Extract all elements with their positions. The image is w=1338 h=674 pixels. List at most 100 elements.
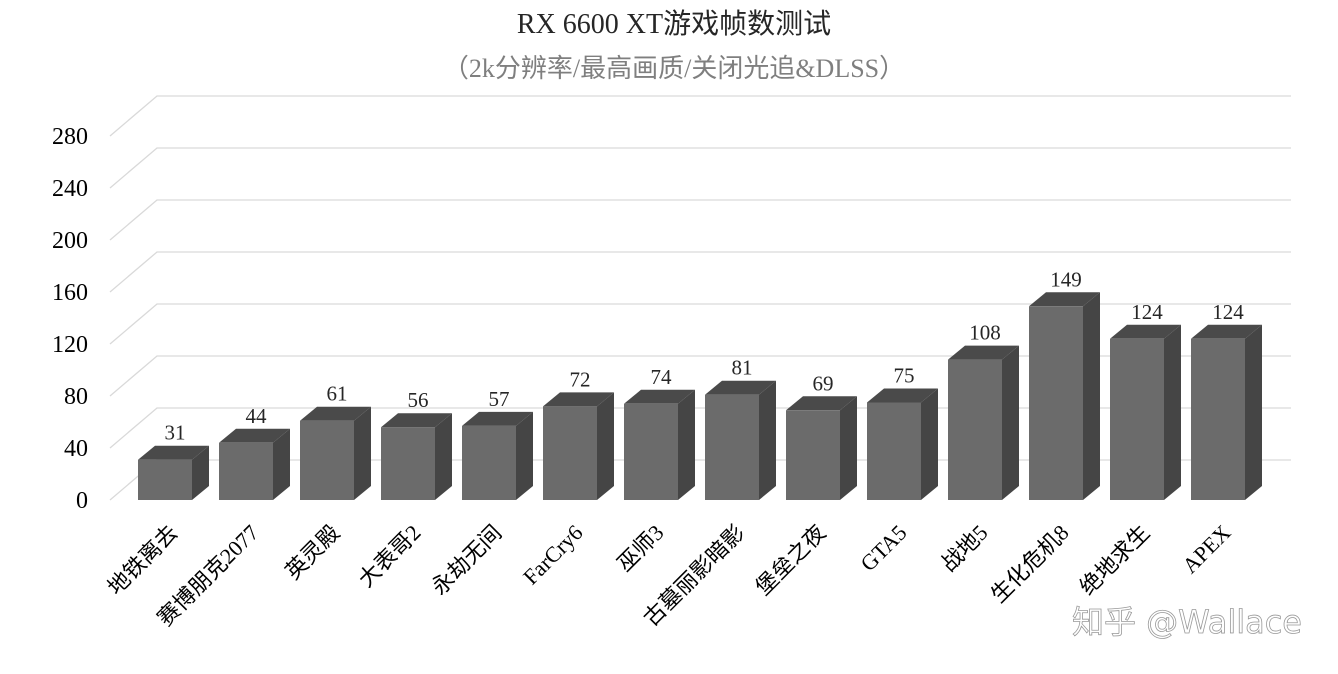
bar bbox=[624, 389, 695, 500]
y-tick-label: 160 bbox=[52, 280, 88, 306]
data-label: 56 bbox=[408, 388, 429, 412]
x-tick-label: 巫师3 bbox=[612, 520, 669, 577]
bar-top bbox=[867, 388, 938, 403]
bar-side bbox=[597, 392, 614, 500]
data-label: 72 bbox=[570, 367, 591, 391]
data-label: 124 bbox=[1212, 300, 1244, 324]
gridline bbox=[109, 303, 1291, 345]
bar-side bbox=[840, 396, 857, 500]
bar-front bbox=[1191, 338, 1245, 500]
data-label: 31 bbox=[165, 421, 186, 445]
x-tick-label: APEX bbox=[1177, 520, 1235, 578]
watermark: 知乎 @Wallace bbox=[1072, 603, 1302, 641]
bar-front bbox=[381, 427, 435, 500]
data-label: 61 bbox=[327, 382, 348, 406]
y-tick-label: 0 bbox=[76, 488, 88, 514]
data-label: 44 bbox=[246, 404, 268, 428]
x-tick-label: FarCry6 bbox=[518, 520, 588, 590]
bar-top bbox=[624, 389, 695, 404]
x-tick-label: 堡垒之夜 bbox=[751, 520, 831, 600]
gridline bbox=[109, 199, 1291, 241]
data-label: 57 bbox=[489, 387, 510, 411]
bar-top bbox=[138, 445, 209, 460]
x-tick-label: 英灵殿 bbox=[280, 520, 344, 584]
data-label: 124 bbox=[1131, 300, 1163, 324]
bar-side bbox=[1083, 292, 1100, 500]
gridlines bbox=[109, 95, 1291, 501]
y-tick-label: 240 bbox=[52, 176, 88, 202]
bar-top bbox=[300, 406, 371, 421]
y-axis-ticks: 0 40 80 120 160 200 240 280 bbox=[52, 124, 88, 514]
bar-top bbox=[1191, 324, 1262, 339]
bar-front bbox=[786, 410, 840, 500]
bar bbox=[705, 380, 776, 500]
x-tick-label: GTA5 bbox=[855, 520, 911, 576]
bar-front bbox=[138, 459, 192, 500]
x-axis-ticks: 地铁离去赛博朋克2077 英灵殿 大表哥2 永劫无间 FarCry6 巫师3古墓丽影暗影堡… bbox=[103, 520, 1236, 631]
bar-top bbox=[1029, 292, 1100, 307]
bar bbox=[138, 445, 209, 500]
bar-top bbox=[543, 392, 614, 407]
bar-front bbox=[1029, 306, 1083, 500]
bar-front bbox=[300, 420, 354, 500]
bar bbox=[381, 413, 452, 500]
bar-side bbox=[354, 406, 371, 500]
bar-top bbox=[219, 428, 290, 443]
bar-side bbox=[921, 388, 938, 500]
data-labels: 31 44 61 56 57 72 74 81 69 75 108 149 124 124 bbox=[165, 267, 1245, 444]
y-tick-label: 120 bbox=[52, 332, 88, 358]
gridline bbox=[109, 251, 1291, 293]
bar-side bbox=[192, 445, 209, 500]
chart-title: RX 6600 XT游戏帧数测试 bbox=[517, 8, 831, 40]
bar bbox=[543, 392, 614, 500]
bar bbox=[1029, 292, 1100, 500]
bar-top bbox=[462, 411, 533, 426]
y-tick-label: 280 bbox=[52, 124, 88, 150]
chart-subtitle: （2k分辨率/最高画质/关闭光追&DLSS） bbox=[443, 54, 905, 83]
bar-front bbox=[948, 359, 1002, 500]
bar-top bbox=[786, 396, 857, 411]
bar-top bbox=[1110, 324, 1181, 339]
bar bbox=[300, 406, 371, 500]
y-tick-label: 40 bbox=[64, 436, 88, 462]
gridline bbox=[109, 355, 1291, 397]
bar-side bbox=[678, 389, 695, 500]
bar bbox=[948, 345, 1019, 500]
bar-front bbox=[624, 403, 678, 500]
data-label: 149 bbox=[1050, 267, 1082, 291]
bar bbox=[462, 411, 533, 500]
data-label: 69 bbox=[813, 371, 834, 395]
x-tick-label: 地铁离去 bbox=[103, 520, 183, 600]
x-tick-label: 大表哥2 bbox=[353, 520, 425, 592]
bar bbox=[786, 396, 857, 500]
bar-front bbox=[543, 406, 597, 500]
x-tick-label: 永劫无间 bbox=[427, 520, 507, 600]
bar-side bbox=[516, 411, 533, 500]
x-tick-label: 战地5 bbox=[936, 520, 993, 577]
data-label: 108 bbox=[969, 321, 1001, 345]
bar-front bbox=[462, 425, 516, 500]
bar-top bbox=[705, 380, 776, 395]
bar-front bbox=[1110, 338, 1164, 500]
bar bbox=[1110, 324, 1181, 500]
bars bbox=[138, 292, 1262, 500]
x-tick-label: 生化危机8 bbox=[986, 520, 1074, 608]
bar-front bbox=[705, 394, 759, 500]
bar-side bbox=[759, 380, 776, 500]
bar-side bbox=[273, 428, 290, 500]
bar bbox=[219, 428, 290, 500]
bar-front bbox=[867, 402, 921, 500]
bar-side bbox=[1245, 324, 1262, 500]
bar bbox=[1191, 324, 1262, 500]
bar-side bbox=[435, 413, 452, 500]
bar bbox=[867, 388, 938, 500]
data-label: 74 bbox=[651, 365, 673, 389]
bar-top bbox=[948, 345, 1019, 360]
y-tick-label: 80 bbox=[64, 384, 88, 410]
data-label: 81 bbox=[732, 356, 753, 380]
bar-front bbox=[219, 442, 273, 500]
data-label: 75 bbox=[894, 364, 915, 388]
y-tick-label: 200 bbox=[52, 228, 88, 254]
bar-side bbox=[1002, 345, 1019, 500]
